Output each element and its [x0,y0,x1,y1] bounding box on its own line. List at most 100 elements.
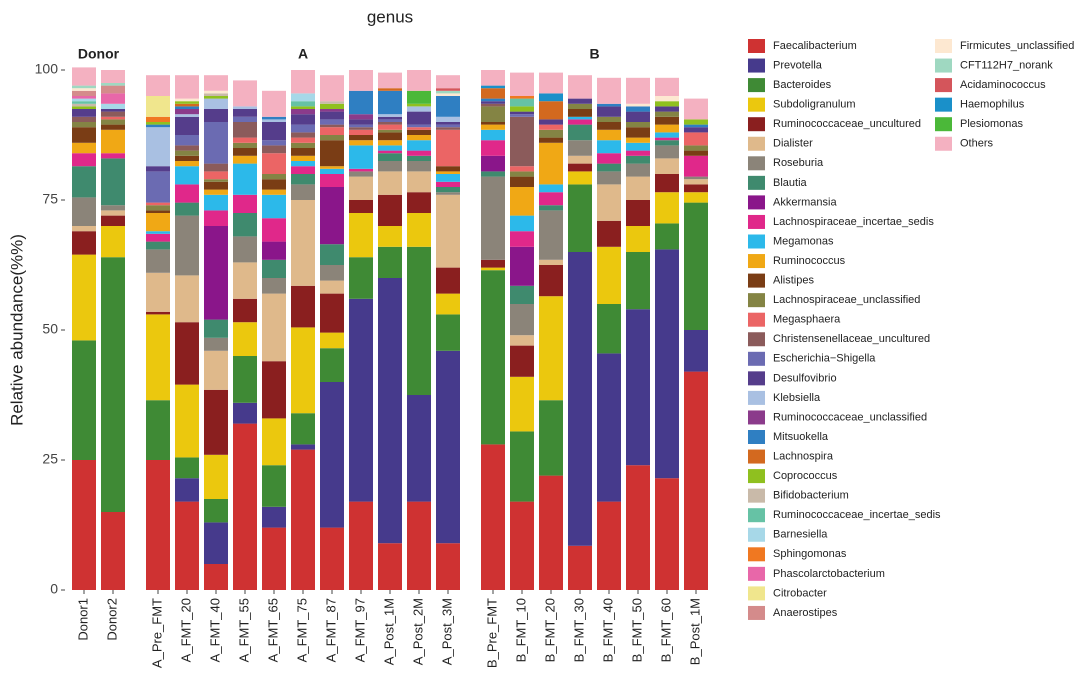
bar-segment [233,194,257,213]
bar-segment [291,124,315,133]
legend-label: Lachnospira [773,450,834,462]
bar-segment [146,314,170,401]
bar-segment [101,124,125,130]
legend-label: Prevotella [773,59,823,71]
bar-segment [291,93,315,102]
bar-segment [101,111,125,117]
bar-segment [378,90,402,115]
bar-segment [436,88,460,91]
y-tick-label: 75 [42,191,58,207]
bar-segment [101,512,125,590]
bar-segment [684,202,708,330]
bar-segment [291,106,315,109]
legend-label: Citrobacter [773,587,827,599]
bar-segment [436,116,460,122]
legend-swatch [748,390,765,405]
bar-segment [378,119,402,122]
legend-swatch [748,410,765,425]
bar-segment [101,103,125,109]
bar-segment [146,210,170,213]
bar-segment [175,322,199,385]
bar-segment [684,192,708,203]
bar-segment [378,150,402,154]
bar-segment [72,109,96,117]
bar-segment [291,449,315,590]
bar-segment [291,137,315,143]
bar-segment [539,259,563,265]
bar-segment [349,176,373,200]
bar-segment [72,254,96,341]
bar-segment [175,116,199,135]
legend-swatch [748,488,765,503]
bar-segment [510,501,534,590]
bar-segment [597,77,621,104]
bar-segment [320,382,344,528]
bar-segment [378,124,402,130]
bar-segment [320,101,344,104]
bar-segment [626,103,650,107]
bar-segment [684,150,708,156]
legend-label: Sphingomonas [773,548,847,560]
bar-segment [349,145,373,169]
bar-segment [204,122,228,164]
legend-swatch [748,527,765,542]
legend-swatch [748,78,765,93]
bar-segment [101,129,125,154]
bar-segment [320,527,344,590]
bar-segment [481,98,505,102]
bar-segment [539,142,563,185]
bar-segment [320,348,344,382]
x-tick-label: B_Post_1M [687,598,702,665]
bar-segment [481,70,505,86]
bar-segment [510,96,534,99]
bar-segment [597,184,621,221]
bar-segment [72,166,96,198]
bar-segment [597,304,621,354]
bar-segment [101,83,125,86]
legend-swatch [935,39,952,53]
bar-segment [233,109,257,117]
bar-segment [597,220,621,247]
legend-label: Escherichia−Shigella [773,353,876,365]
legend-swatch [748,195,765,210]
bar-segment [407,106,431,112]
bar-segment [146,166,170,172]
bar-segment [72,116,96,122]
bar-segment [175,184,199,203]
bar-segment [626,200,650,226]
bar-segment [539,205,563,211]
bar-segment [378,114,402,117]
bar-segment [407,395,431,502]
bar-segment [101,119,125,125]
x-tick-label: A_FMT_20 [178,598,193,662]
bar-segment [175,161,199,167]
bar-segment [72,90,96,96]
bar-segment [101,158,125,206]
x-tick-label: B_FMT_20 [542,598,557,662]
bar-segment [481,176,505,260]
bar-segment [291,174,315,185]
bar-segment [233,163,257,195]
bar-segment [204,522,228,564]
bar-segment [655,96,679,102]
bar-segment [539,137,563,143]
bar-segment [407,150,431,156]
bar-segment [378,171,402,195]
bar-segment [204,98,228,109]
bar-segment [72,103,96,107]
bar-segment [684,127,708,133]
bar-segment [262,465,286,507]
bar-segment [320,119,344,125]
bar-segment [175,384,199,458]
legend-label: Subdoligranulum [773,99,856,111]
bar-segment [481,101,505,104]
bar-segment [436,93,460,96]
legend-label: Mitsuokella [773,431,829,443]
x-tick-label: B_FMT_40 [600,598,615,662]
bar-segment [262,293,286,362]
facet-label: A [298,46,308,62]
bar-segment [436,194,460,268]
bar-segment [72,85,96,89]
bar-segment [626,111,650,122]
bar-segment [568,116,592,120]
